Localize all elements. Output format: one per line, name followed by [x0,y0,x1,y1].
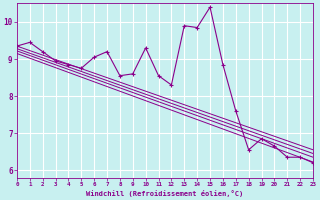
X-axis label: Windchill (Refroidissement éolien,°C): Windchill (Refroidissement éolien,°C) [86,190,244,197]
